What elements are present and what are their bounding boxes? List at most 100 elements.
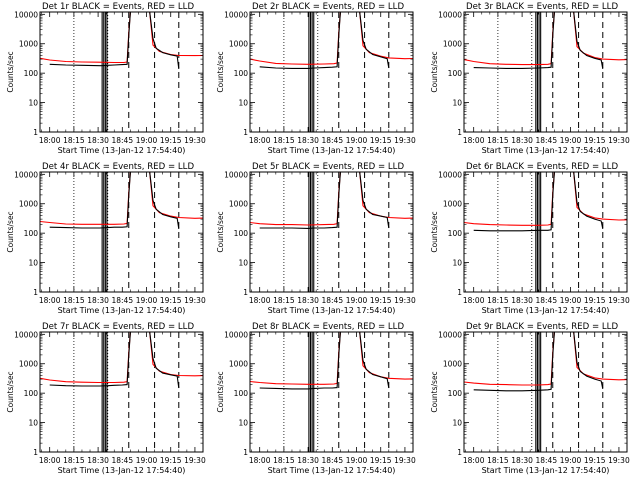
x-tick-label: 19:30 [608, 456, 630, 465]
x-tick-label: 18:15 [487, 456, 509, 465]
y-tick-label: 10 [28, 99, 38, 108]
chart-title: Det 4r BLACK = Events, RED = LLD [42, 162, 194, 172]
x-axis-label: Start Time (13-Jan-12 17:54:40) [268, 306, 396, 315]
x-tick-label: 18:15 [273, 296, 295, 305]
x-tick-label: 18:45 [535, 296, 557, 305]
chart-title: Det 5r BLACK = Events, RED = LLD [252, 162, 404, 172]
x-tick-label: 19:15 [370, 136, 392, 145]
x-tick-label: 19:15 [160, 136, 182, 145]
chart-panel-7: Det 7r BLACK = Events, RED = LLD 1 10 100 10… [6, 322, 206, 475]
series-line-events [49, 332, 180, 389]
plot-frame [249, 171, 414, 293]
y-tick-label: 1000 [19, 200, 38, 209]
y-tick-label: 1 [33, 448, 38, 457]
y-tick-label: 10 [452, 419, 462, 428]
series-group [464, 12, 627, 69]
x-tick-label: 19:30 [394, 136, 416, 145]
y-tick-label: 10 [28, 259, 38, 268]
x-tick-label: 18:15 [63, 296, 85, 305]
y-tick-label: 100 [24, 389, 39, 398]
x-tick-label: 19:30 [608, 136, 630, 145]
x-tick-label: 18:00 [463, 136, 485, 145]
x-tick-label: 18:00 [249, 296, 271, 305]
y-tick-label: 10000 [224, 170, 248, 179]
x-tick-label: 18:30 [297, 296, 319, 305]
chart-panel-1: Det 1r BLACK = Events, RED = LLD 1 10 100 10… [6, 2, 206, 155]
y-tick-label: 1 [33, 128, 38, 137]
y-tick-label: 1 [457, 288, 462, 297]
x-tick-label: 19:30 [184, 136, 206, 145]
y-tick-label: 10000 [438, 170, 462, 179]
chart-title: Det 2r BLACK = Events, RED = LLD [252, 2, 404, 12]
y-tick-label: 1 [457, 448, 462, 457]
y-tick-label: 10000 [14, 330, 38, 339]
x-tick-label: 19:30 [394, 296, 416, 305]
chart-panel-2: Det 2r BLACK = Events, RED = LLD 1 10 100 10… [216, 2, 416, 155]
chart-title: Det 3r BLACK = Events, RED = LLD [466, 2, 618, 12]
chart-panel-3: Det 3r BLACK = Events, RED = LLD 1 10 100 10… [430, 2, 630, 155]
x-axis-label: Start Time (13-Jan-12 17:54:40) [268, 146, 396, 155]
x-tick-label: 19:00 [136, 296, 158, 305]
x-tick-label: 18:00 [463, 456, 485, 465]
y-tick-label: 1000 [229, 200, 248, 209]
x-tick-label: 18:00 [39, 136, 61, 145]
x-axis-label: Start Time (13-Jan-12 17:54:40) [482, 466, 610, 475]
x-tick-label: 19:00 [560, 456, 582, 465]
y-tick-label: 10 [452, 99, 462, 108]
series-group [40, 12, 203, 69]
x-axis-label: Start Time (13-Jan-12 17:54:40) [58, 146, 186, 155]
x-tick-label: 19:00 [346, 296, 368, 305]
chart-title: Det 7r BLACK = Events, RED = LLD [42, 322, 194, 332]
series-group [40, 332, 203, 389]
y-tick-label: 1000 [443, 40, 462, 49]
x-tick-label: 18:30 [297, 456, 319, 465]
series-line-lld [250, 172, 413, 226]
x-tick-label: 18:30 [511, 296, 533, 305]
x-tick-label: 18:00 [249, 456, 271, 465]
y-tick-label: 1000 [443, 200, 462, 209]
plot-frame [463, 171, 628, 293]
chart-title: Det 8r BLACK = Events, RED = LLD [252, 322, 404, 332]
x-tick-label: 19:30 [394, 456, 416, 465]
x-axis-label: Start Time (13-Jan-12 17:54:40) [58, 306, 186, 315]
series-line-events [259, 332, 390, 390]
chart-panel-6: Det 6r BLACK = Events, RED = LLD 1 10 100 10… [430, 162, 630, 315]
chart-title: Det 9r BLACK = Events, RED = LLD [466, 322, 618, 332]
plot-frame [39, 171, 204, 293]
y-tick-label: 1 [243, 288, 248, 297]
x-tick-label: 19:15 [370, 456, 392, 465]
x-tick-label: 18:30 [87, 296, 109, 305]
plot-frame [39, 11, 204, 133]
x-tick-label: 18:00 [249, 136, 271, 145]
x-tick-label: 18:45 [111, 296, 133, 305]
x-tick-label: 19:15 [370, 296, 392, 305]
y-tick-label: 100 [448, 69, 463, 78]
x-tick-label: 18:15 [487, 296, 509, 305]
plot-frame [39, 331, 204, 453]
y-tick-label: 100 [234, 389, 249, 398]
y-axis-label: Counts/sec [430, 211, 439, 252]
x-tick-label: 19:00 [346, 456, 368, 465]
x-tick-label: 18:30 [87, 136, 109, 145]
y-tick-label: 10000 [224, 330, 248, 339]
y-tick-label: 1000 [443, 360, 462, 369]
series-line-events [49, 172, 180, 229]
x-tick-label: 19:15 [584, 296, 606, 305]
y-tick-label: 10 [28, 419, 38, 428]
x-tick-label: 18:15 [273, 136, 295, 145]
x-axis-label: Start Time (13-Jan-12 17:54:40) [268, 466, 396, 475]
series-group [250, 172, 413, 229]
y-tick-label: 10000 [224, 10, 248, 19]
plot-frame [463, 11, 628, 133]
x-tick-label: 19:15 [160, 296, 182, 305]
series-group [464, 332, 627, 392]
y-tick-label: 100 [234, 69, 249, 78]
x-tick-label: 18:45 [321, 296, 343, 305]
y-tick-label: 10000 [438, 10, 462, 19]
series-group [464, 172, 627, 232]
y-tick-label: 1 [243, 448, 248, 457]
y-tick-label: 10 [238, 99, 248, 108]
series-line-events [49, 12, 180, 69]
x-tick-label: 18:30 [511, 136, 533, 145]
